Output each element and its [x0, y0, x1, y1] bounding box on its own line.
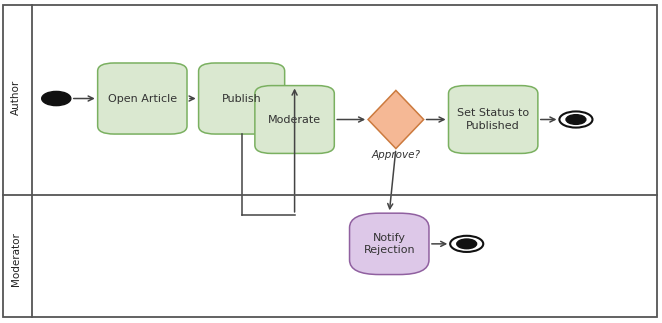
Circle shape [42, 91, 71, 106]
FancyBboxPatch shape [98, 63, 187, 134]
Text: Open Article: Open Article [108, 94, 177, 103]
FancyBboxPatch shape [255, 86, 334, 153]
Text: Notify
Rejection: Notify Rejection [363, 233, 415, 255]
Text: Author: Author [11, 80, 21, 115]
Circle shape [450, 236, 483, 252]
Text: Moderator: Moderator [11, 232, 21, 286]
Circle shape [559, 111, 592, 128]
Text: Approve?: Approve? [371, 150, 420, 160]
Circle shape [457, 239, 477, 249]
Circle shape [566, 115, 586, 124]
Text: Set Status to
Published: Set Status to Published [457, 108, 529, 131]
FancyBboxPatch shape [350, 213, 429, 275]
Text: Publish: Publish [222, 94, 261, 103]
Polygon shape [368, 90, 424, 149]
FancyBboxPatch shape [449, 86, 538, 153]
FancyBboxPatch shape [199, 63, 285, 134]
Text: Moderate: Moderate [268, 115, 321, 124]
